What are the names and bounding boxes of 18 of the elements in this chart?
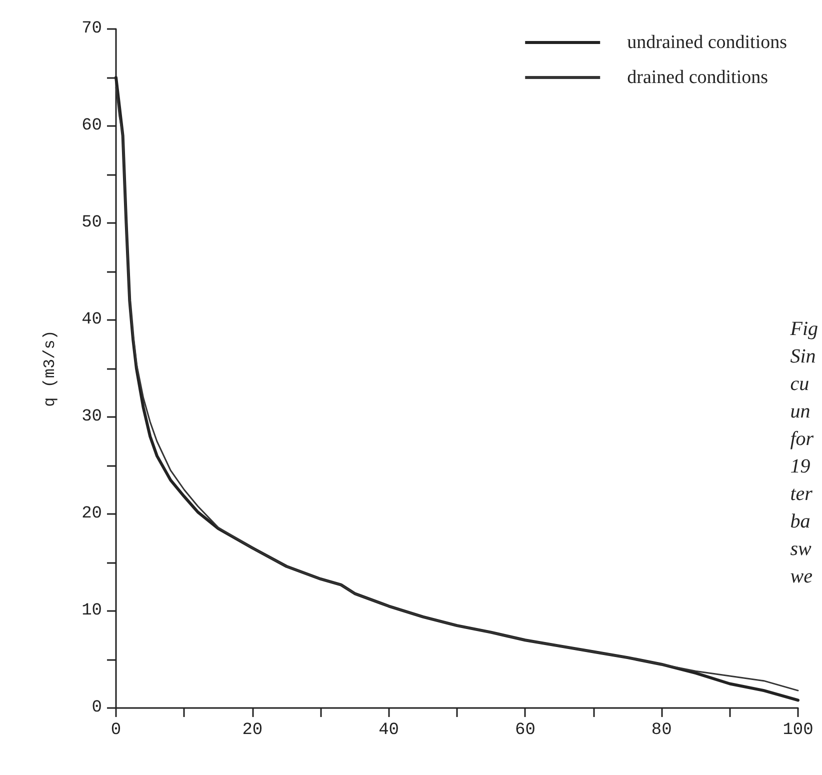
y-tick-label: 70 bbox=[82, 20, 102, 38]
x-tick-label: 40 bbox=[378, 721, 400, 740]
y-tick-label: 60 bbox=[82, 116, 102, 136]
x-tick-label: 100 bbox=[782, 721, 814, 740]
y-tick-label: 20 bbox=[82, 504, 102, 524]
x-tick-label: 20 bbox=[242, 721, 263, 740]
y-tick-label: 40 bbox=[82, 310, 102, 330]
y-tick-label: 30 bbox=[82, 408, 102, 426]
text: Fig Sin cu un for 19 ter ba sw we bbox=[790, 318, 818, 588]
y-tick-label: 50 bbox=[82, 214, 102, 232]
legend-label: drained conditions bbox=[627, 67, 768, 88]
x-tick-label: 60 bbox=[514, 721, 536, 740]
y-tick-label: 0 bbox=[92, 698, 102, 718]
legend-label: undrained conditions bbox=[627, 32, 788, 53]
y-axis-title: q (m3/s) bbox=[41, 330, 59, 407]
x-tick-label: 0 bbox=[110, 721, 122, 740]
y-tick-label: 10 bbox=[82, 602, 102, 620]
x-tick-label: 80 bbox=[651, 721, 672, 740]
